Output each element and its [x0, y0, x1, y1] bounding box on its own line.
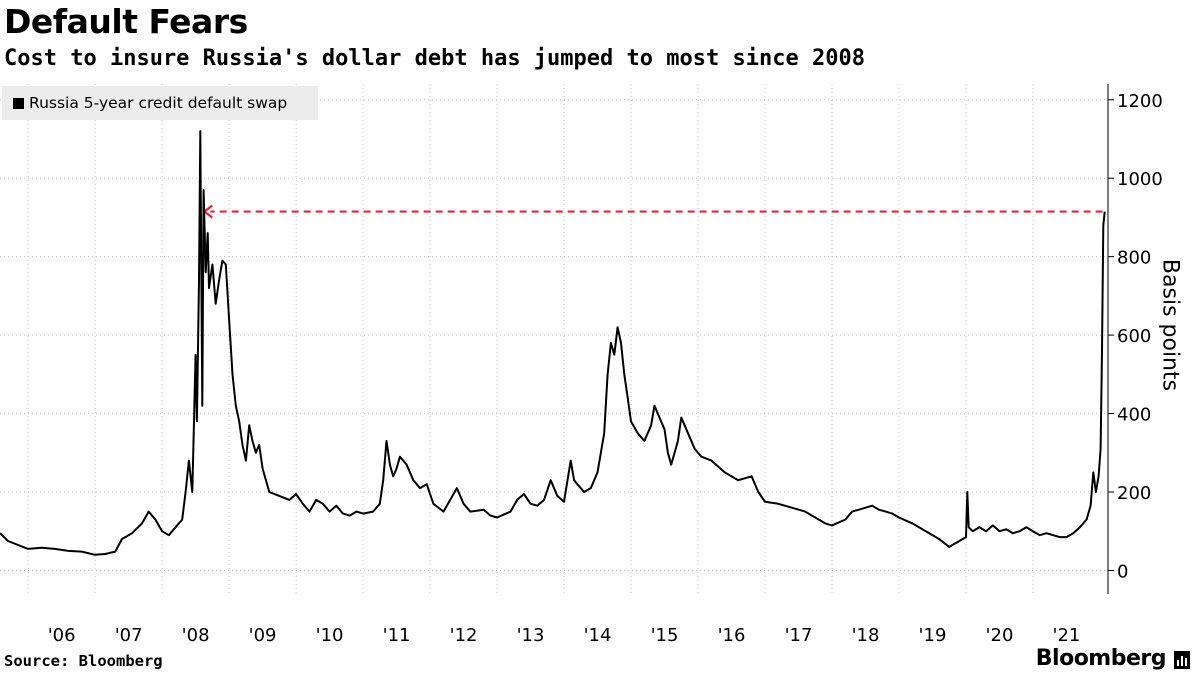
y-tick-label: 800: [1117, 248, 1151, 269]
x-tick-label: '13: [517, 625, 545, 646]
chart-subtitle: Cost to insure Russia's dollar debt has …: [4, 46, 865, 71]
y-axis: 0 200 400 600 800 1000 1200: [1107, 84, 1163, 594]
grid-layer: [0, 84, 1108, 594]
x-tick-label: '14: [584, 625, 612, 646]
bloomberg-bars-icon: [1174, 651, 1190, 669]
chart-title: Default Fears: [4, 2, 248, 41]
x-tick-label: '16: [718, 625, 746, 646]
brand-logo: Bloomberg: [1035, 646, 1167, 671]
x-tick-label: '12: [450, 625, 478, 646]
legend: Russia 5-year credit default swap: [2, 86, 318, 120]
x-axis: '06 '07 '08 '09 '10 '11 '12 '13 '14 '15 '16 '17 '18 '…: [48, 625, 1081, 646]
x-tick-label: '15: [651, 625, 679, 646]
y-tick-label: 1200: [1117, 91, 1163, 112]
source-note: Source: Bloomberg: [4, 652, 163, 670]
x-tick-label: '17: [785, 625, 813, 646]
y-tick-label: 0: [1117, 561, 1128, 582]
x-tick-label: '18: [852, 625, 880, 646]
series-layer: [0, 130, 1106, 556]
y-tick-label: 400: [1117, 405, 1151, 426]
x-tick-label: '11: [383, 625, 411, 646]
y-axis-label: Basis points: [1157, 258, 1183, 392]
series-line: [0, 130, 1106, 556]
x-tick-label: '19: [919, 625, 947, 646]
y-tick-label: 1000: [1117, 169, 1163, 190]
x-tick-label: '08: [182, 625, 210, 646]
y-tick-label: 600: [1117, 326, 1151, 347]
y-tick-label: 200: [1117, 483, 1151, 504]
x-tick-label: '10: [316, 625, 344, 646]
x-tick-label: '09: [249, 625, 277, 646]
reference-line-layer: [202, 204, 1103, 219]
x-tick-label: '07: [115, 625, 143, 646]
legend-swatch: [13, 97, 24, 109]
x-tick-label: '21: [1053, 625, 1081, 646]
legend-label: Russia 5-year credit default swap: [29, 94, 288, 112]
x-tick-label: '06: [48, 625, 76, 646]
x-tick-label: '20: [986, 625, 1014, 646]
